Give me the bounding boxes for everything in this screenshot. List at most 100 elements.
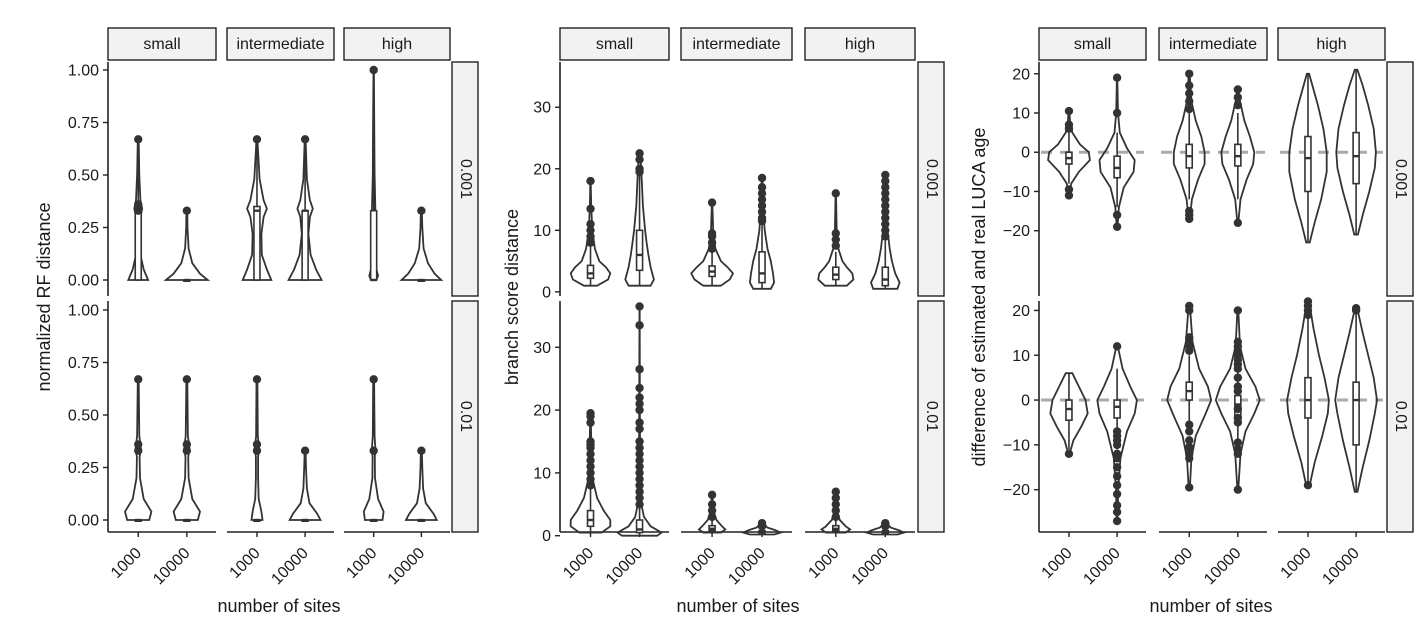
x-tick-label: 10000: [725, 545, 769, 589]
box: [881, 266, 890, 287]
violin-group: [817, 189, 855, 287]
outlier-point: [757, 173, 767, 183]
violin-group: [1220, 85, 1256, 228]
outlier-point: [707, 500, 717, 509]
violin-group: [124, 375, 153, 523]
x-tick-label: 10000: [1080, 545, 1124, 589]
outlier-point: [1064, 191, 1074, 200]
outlier-point: [1303, 480, 1313, 490]
outlier-point: [707, 512, 717, 522]
outlier-point: [635, 437, 644, 446]
outlier-point: [1112, 342, 1122, 351]
outlier-point: [635, 424, 644, 434]
outlier-point: [417, 446, 426, 455]
facet-strip-high: [343, 27, 451, 61]
box: [831, 266, 840, 281]
violin-shape: [1335, 68, 1377, 236]
outlier-point: [635, 383, 644, 393]
outlier-point: [635, 321, 644, 330]
violin-group: [569, 176, 612, 287]
outlier-point: [881, 207, 890, 217]
outlier-point: [1112, 449, 1122, 459]
outlier-point: [757, 189, 767, 198]
facet-strip-small: [559, 27, 670, 61]
violin-group: [624, 149, 655, 287]
outlier-point: [635, 149, 644, 158]
chart-1: small intermediate high 0.001 0.01 0.00 0.25 0.…: [34, 27, 479, 616]
outlier-point: [1064, 106, 1074, 116]
row-label-0-01: 0.01: [457, 401, 474, 432]
outlier-point: [586, 418, 595, 427]
y-tick-label: 10: [1012, 106, 1030, 123]
outlier-point: [1233, 93, 1243, 102]
x-tick-label: 10000: [150, 545, 194, 589]
violin-group: [126, 135, 150, 281]
outlier-point: [586, 238, 595, 247]
outlier-point: [1233, 404, 1243, 414]
y-tick-label: 20: [533, 161, 551, 178]
outlier-point: [831, 189, 840, 198]
violin-group: [1214, 306, 1261, 494]
outlier-point: [757, 201, 767, 210]
outlier-point: [635, 493, 644, 503]
outlier-point: [635, 487, 644, 496]
row-label-0-01: 0.01: [923, 401, 940, 432]
outlier-point: [1233, 337, 1243, 347]
violin-group: [250, 375, 264, 523]
x-tick-label: 1000: [1159, 545, 1196, 582]
outlier-point: [1112, 427, 1122, 436]
outlier-point: [881, 219, 890, 229]
row-strip-0-001: [1386, 61, 1414, 297]
outlier-point: [831, 487, 840, 496]
outlier-point: [1233, 373, 1243, 382]
violin-group: [690, 198, 735, 287]
outlier-point: [1303, 297, 1313, 306]
outlier-point: [1233, 445, 1243, 454]
outlier-point: [881, 195, 890, 204]
y-axis-title: branch score distance: [502, 209, 522, 385]
outlier-point: [134, 206, 143, 215]
outlier-point: [1112, 489, 1122, 499]
violin-shape: [163, 209, 211, 281]
outlier-point: [881, 183, 890, 192]
outlier-point: [1233, 413, 1243, 423]
violin-shape: [288, 449, 322, 521]
y-tick-label: 30: [533, 340, 551, 357]
row-label-0-001: 0.001: [457, 159, 474, 199]
outlier-point: [586, 468, 595, 478]
outlier-point: [586, 232, 595, 241]
outlier-point: [586, 462, 595, 471]
outlier-point: [881, 213, 890, 223]
y-tick-label: 10: [533, 465, 551, 482]
y-tick-label: 1.00: [68, 303, 99, 320]
row-strip-0-001: [917, 61, 945, 297]
violin-group: [163, 206, 211, 283]
violin-group: [1047, 106, 1091, 200]
x-axis-title: number of sites: [1149, 596, 1272, 616]
outlier-point: [831, 512, 840, 522]
outlier-point: [707, 229, 717, 238]
x-axis-title: number of sites: [217, 596, 340, 616]
outlier-point: [635, 443, 644, 452]
y-tick-label: 20: [533, 403, 551, 420]
violin-group: [1166, 301, 1213, 492]
x-axis-title: number of sites: [676, 596, 799, 616]
facet-strip-intermediate: [1158, 27, 1268, 61]
outlier-point: [586, 204, 595, 213]
y-tick-label: 0: [1021, 145, 1030, 162]
row-strip-0-01: [451, 300, 479, 533]
y-tick-label: 0.75: [68, 115, 99, 132]
outlier-point: [134, 440, 143, 449]
outlier-point: [1064, 449, 1074, 459]
violin-group: [1098, 73, 1136, 231]
violin-group: [1286, 297, 1330, 490]
outlier-point: [1233, 438, 1243, 447]
outlier-point: [831, 241, 840, 250]
violin-group: [287, 135, 324, 281]
facet-strip-high: [804, 27, 916, 61]
outlier-point: [1185, 420, 1194, 429]
outlier-point: [586, 409, 595, 418]
outlier-point: [707, 490, 717, 500]
violin-group: [1096, 342, 1138, 526]
